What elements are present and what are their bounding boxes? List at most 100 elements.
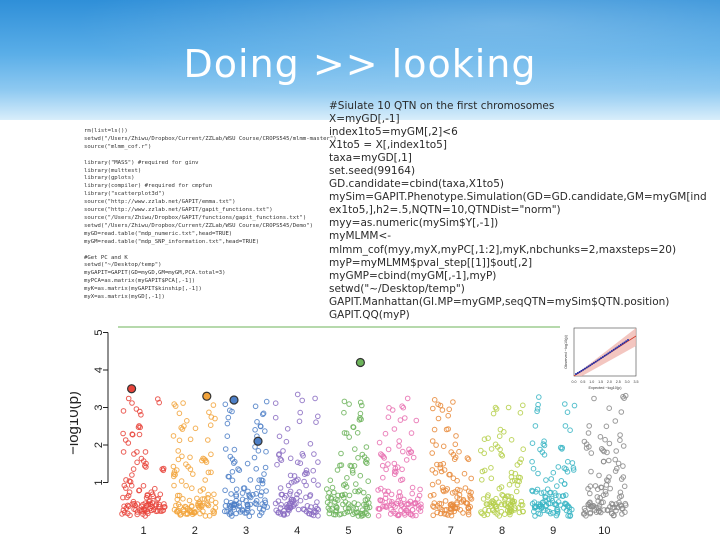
snp-point <box>200 455 206 462</box>
snp-point <box>498 484 505 490</box>
y-tick-label: 2 <box>93 442 105 448</box>
snp-point <box>479 477 485 483</box>
snp-point <box>605 478 611 484</box>
snp-point <box>343 430 350 436</box>
snp-point <box>191 509 198 516</box>
snp-point <box>355 455 361 461</box>
snp-point <box>409 512 416 519</box>
snp-point <box>174 467 180 473</box>
snp-point <box>170 463 177 470</box>
snp-point <box>493 503 500 510</box>
code-block-simulation: #Siulate 10 QTN on the first chromosomes… <box>329 100 707 322</box>
snp-point <box>400 404 407 411</box>
snp-point <box>598 484 604 491</box>
snp-point <box>224 420 231 427</box>
snp-point <box>202 477 208 483</box>
snp-point <box>180 400 186 406</box>
qq-x-tick-label: 1.0 <box>589 380 594 384</box>
snp-point <box>554 506 560 513</box>
snp-point <box>385 446 392 453</box>
snp-point <box>588 468 594 475</box>
snp-point <box>397 417 404 423</box>
snp-point <box>293 495 300 501</box>
slide-title: Doing >> looking <box>183 42 537 86</box>
snp-point <box>507 501 514 508</box>
snp-point <box>357 410 364 417</box>
snp-point <box>534 408 540 415</box>
code-left-line: setwd("~/Desktop/temp") <box>84 262 162 269</box>
snp-point <box>256 505 263 512</box>
snp-point <box>357 399 364 406</box>
snp-point <box>449 490 456 496</box>
snp-point <box>205 469 212 476</box>
snp-point <box>208 469 214 476</box>
snp-point <box>315 482 321 488</box>
snp-point <box>239 496 246 503</box>
snp-point <box>394 464 401 470</box>
code-right-line: myy=as.numeric(mySim$Y[,-1]) <box>329 217 499 230</box>
qq-point <box>578 370 581 373</box>
qq-x-axis-label: Expected −log10(p) <box>588 386 622 390</box>
snp-point <box>402 415 408 421</box>
snp-point <box>301 471 308 477</box>
snp-point <box>171 506 178 513</box>
snp-point <box>139 507 145 513</box>
snp-point <box>279 491 285 498</box>
snp-point <box>125 395 132 402</box>
snp-point <box>617 502 623 508</box>
snp-point <box>228 491 234 497</box>
snp-point <box>332 511 339 518</box>
snp-point <box>431 426 438 433</box>
snp-point <box>120 408 127 414</box>
snp-point <box>229 477 236 484</box>
snp-point <box>296 418 303 425</box>
snp-point <box>529 488 536 495</box>
snp-point <box>569 460 576 466</box>
code-right-line: mlmm_cof(myy,myX,myPC[,1:2],myK,nbchunks… <box>329 243 677 256</box>
snp-point <box>570 465 577 471</box>
snp-point <box>134 459 140 466</box>
snp-point <box>329 506 335 512</box>
snp-point <box>143 502 150 509</box>
snp-point <box>409 490 416 497</box>
qq-point <box>592 361 595 364</box>
qq-x-tick-label: 2.0 <box>607 380 612 384</box>
snp-point <box>123 505 130 511</box>
qq-point <box>627 339 629 341</box>
snp-point <box>407 498 414 505</box>
snp-point <box>125 510 131 517</box>
snp-point <box>190 471 196 477</box>
code-left-line: setwd("/Users/Zhiwu/Dropbox/Current/ZZLa… <box>84 135 337 142</box>
snp-point <box>188 503 195 509</box>
snp-point <box>380 474 386 481</box>
qq-point <box>594 360 597 363</box>
snp-point <box>352 446 358 452</box>
snp-point <box>211 491 217 498</box>
snp-point <box>454 477 460 484</box>
qq-point <box>598 358 601 361</box>
snp-point <box>362 459 369 465</box>
code-right-line: myMLMM<- <box>329 230 392 243</box>
snp-point <box>334 467 341 473</box>
snp-point <box>187 436 194 443</box>
snp-point <box>247 501 253 508</box>
snp-point <box>529 440 536 446</box>
qq-point <box>601 355 604 358</box>
snp-point <box>562 401 568 407</box>
snp-point <box>492 509 498 515</box>
snp-point <box>142 463 148 469</box>
snp-point <box>287 455 294 462</box>
code-right-line: GD.candidate=cbind(taxa,X1to5) <box>329 178 504 191</box>
snp-point <box>617 437 623 443</box>
qq-point <box>619 343 622 346</box>
snp-point <box>260 411 266 418</box>
snp-point <box>431 504 437 510</box>
snp-point <box>199 496 206 502</box>
snp-point <box>488 475 495 482</box>
qq-x-tick-label: 0.5 <box>580 380 585 384</box>
snp-point <box>563 492 569 498</box>
qq-point <box>609 351 612 354</box>
y-tick-label: 4 <box>93 367 105 373</box>
snp-point <box>460 510 466 516</box>
snp-point <box>295 506 302 513</box>
